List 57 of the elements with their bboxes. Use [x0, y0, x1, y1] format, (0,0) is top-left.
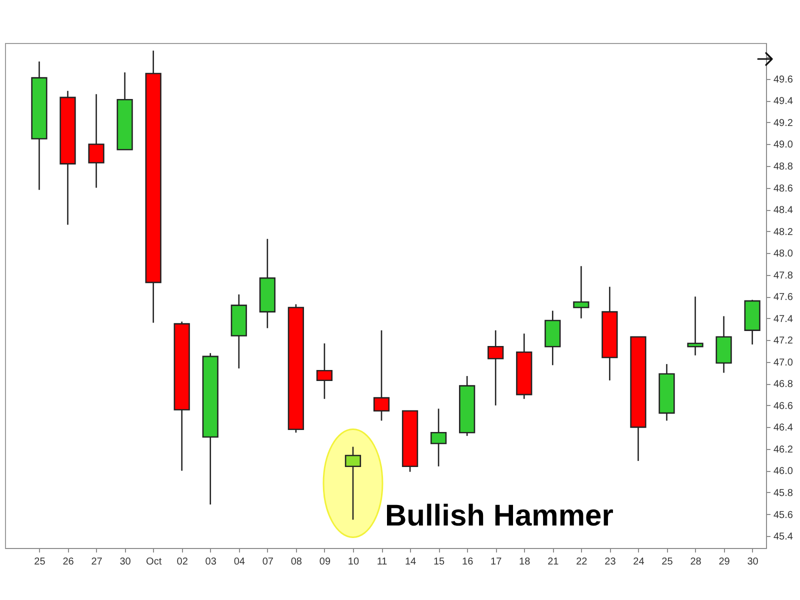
x-tick-label: 21: [548, 556, 560, 568]
x-tick-label: 28: [690, 556, 702, 568]
y-tick-label: 48.4: [774, 205, 794, 216]
y-tick-label: 48.0: [774, 248, 794, 260]
y-tick-label: 46.6: [774, 400, 794, 412]
candlestick: [573, 265, 590, 320]
candlestick: [488, 330, 504, 406]
x-tick-label: 10: [348, 556, 360, 568]
x-tick-label: 03: [205, 556, 217, 568]
y-tick-label: 47.2: [774, 336, 794, 347]
y-tick-label: 48.6: [774, 183, 794, 194]
y-tick-label: 45.4: [774, 532, 794, 543]
candlestick: [344, 446, 362, 520]
x-tick-label: 08: [290, 556, 302, 568]
y-tick-label: 47.0: [774, 357, 794, 368]
y-tick-label: 47.4: [774, 314, 794, 325]
candlestick: [88, 94, 104, 188]
x-tick-label: 18: [519, 556, 531, 568]
x-tick-label: 29: [718, 556, 730, 568]
x-tick-label: 09: [319, 556, 331, 568]
candlestick: [687, 296, 704, 356]
y-tick-label: 49.2: [774, 118, 794, 129]
y-tick-label: 46.2: [774, 444, 794, 456]
x-tick-label: 27: [91, 556, 103, 568]
y-tick-label: 49.4: [774, 96, 794, 108]
candlestick: [430, 408, 447, 468]
x-tick-label: 30: [120, 556, 132, 568]
x-tick-label: Oct: [146, 556, 162, 568]
candlestick: [316, 342, 333, 400]
annotation: Bullish Hammer: [384, 499, 614, 532]
y-tick-label: 46.8: [774, 379, 794, 390]
x-tick-label: 25: [662, 556, 674, 568]
x-tick-label: 22: [576, 556, 588, 568]
x-tick-label: 07: [262, 556, 274, 568]
x-tick-label: 25: [34, 556, 46, 568]
y-tick-label: 49.0: [774, 140, 794, 151]
y-tick-label: 49.6: [774, 74, 794, 86]
y-tick-label: 48.8: [774, 161, 794, 172]
x-tick-label: 26: [62, 556, 74, 568]
y-tick-label: 45.6: [774, 510, 794, 521]
x-tick-label: 30: [747, 556, 759, 568]
x-tick-label: 17: [490, 556, 502, 568]
y-tick-label: 48.2: [774, 226, 794, 238]
y-tick-label: 47.8: [774, 270, 794, 282]
x-tick-label: 24: [633, 556, 645, 568]
y-tick-label: 47.6: [774, 292, 794, 304]
x-tick-label: 15: [433, 556, 446, 568]
x-tick-label: 16: [462, 556, 474, 568]
y-tick-label: 45.8: [774, 488, 794, 499]
x-tick-label: 11: [376, 556, 388, 568]
candlestick: [373, 330, 390, 422]
y-tick-label: 46.4: [774, 422, 794, 434]
x-tick-label: 14: [404, 556, 417, 568]
x-tick-label: 23: [604, 556, 616, 568]
x-tick-label: 02: [176, 556, 188, 568]
x-tick-label: 04: [234, 556, 246, 568]
y-tick-label: 46.0: [774, 466, 794, 478]
